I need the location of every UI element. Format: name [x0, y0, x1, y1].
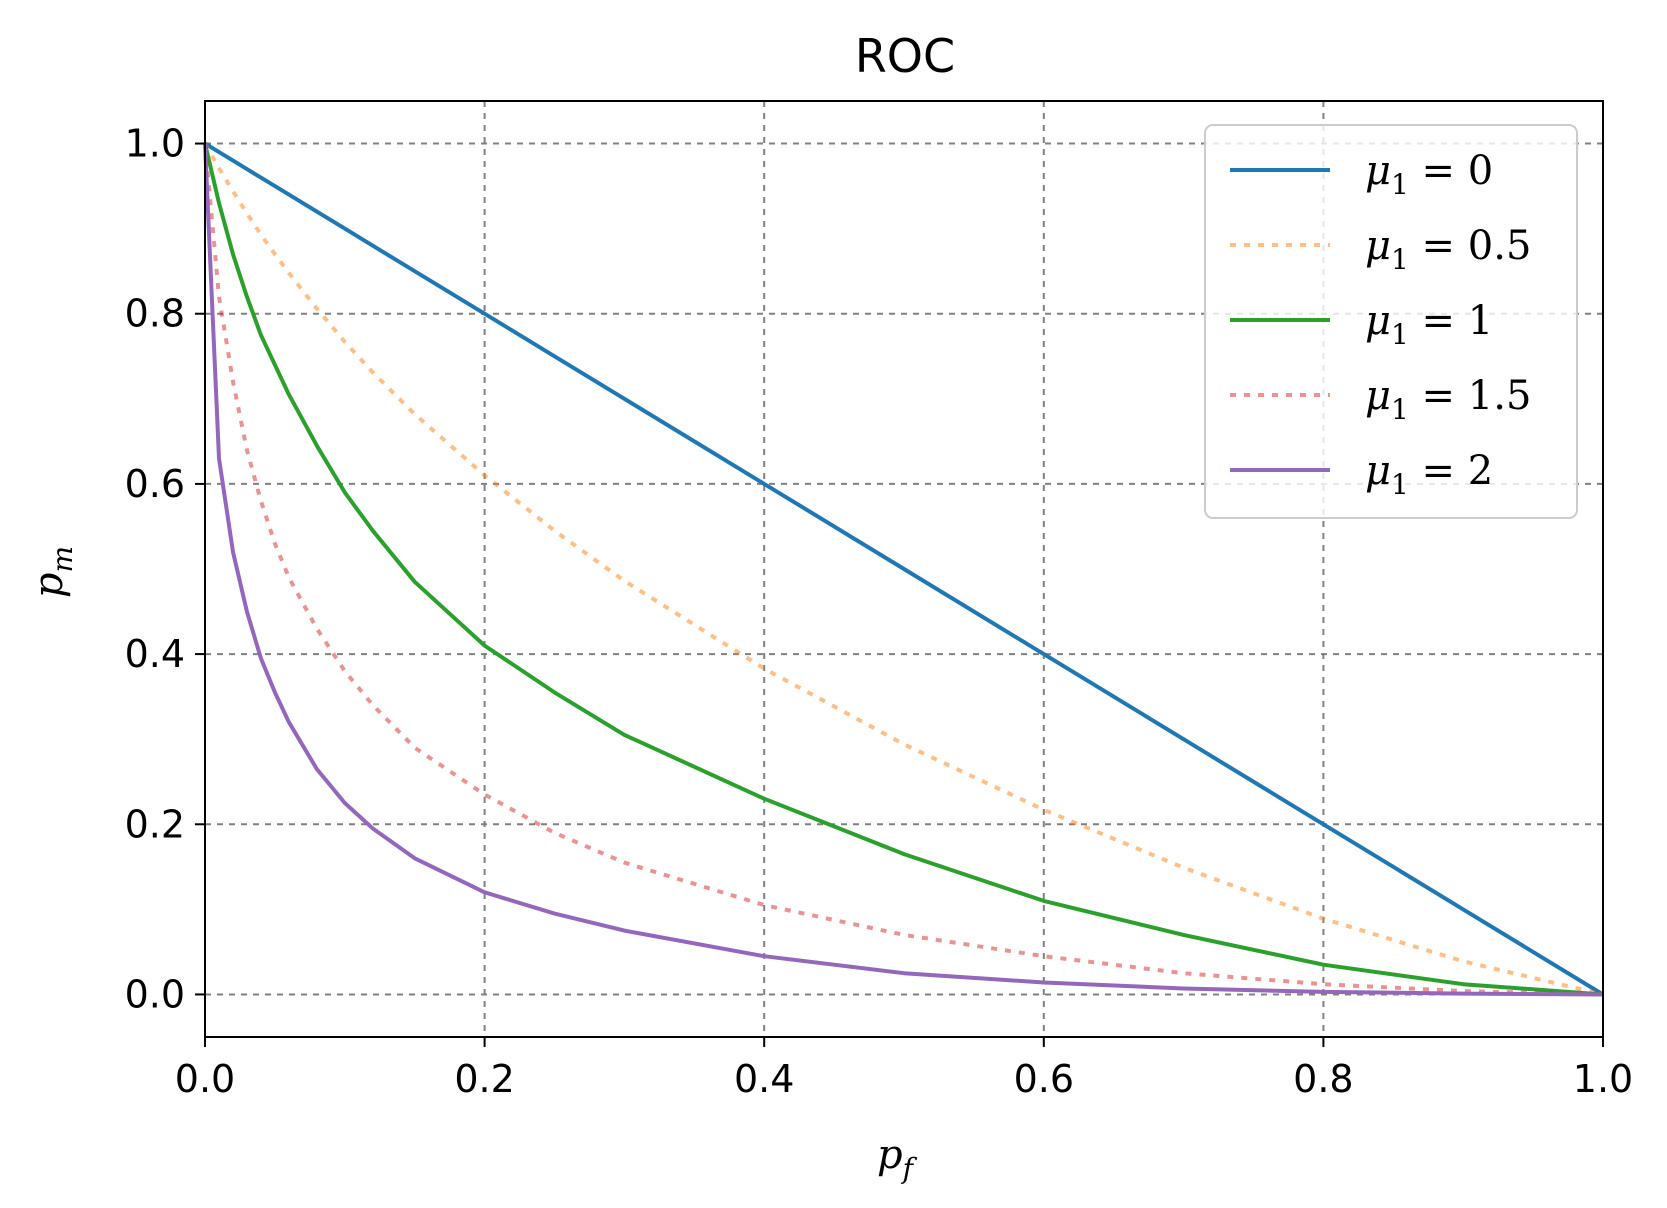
y-tick-label: 0.2: [125, 802, 185, 846]
plot-frame: [204, 100, 1604, 1038]
legend: μ1 = 0 μ1 = 0.5 μ1 = 1 μ1 = 1.5 μ1 = 2: [1204, 124, 1578, 519]
x-tick-label: 0.2: [454, 1057, 514, 1101]
y-tick-label: 0.6: [125, 462, 185, 506]
y-tick-label: 0.4: [125, 632, 185, 676]
y-tick-label: 0.0: [125, 972, 185, 1016]
y-axis-ticks: 0.0 0.2 0.4 0.6 0.8 1.0: [125, 122, 205, 1016]
legend-label-2: μ1 = 1: [1365, 298, 1493, 351]
x-axis-label-sub: f: [901, 1152, 918, 1185]
legend-box: [1204, 124, 1578, 519]
legend-label-3: μ1 = 1.5: [1365, 373, 1531, 426]
y-axis-label-sub: m: [46, 546, 79, 573]
chart-title: ROC: [855, 29, 955, 83]
x-axis-label: pf: [877, 1132, 918, 1185]
y-axis-label: pm: [26, 546, 79, 598]
y-axis-label-base: p: [26, 572, 72, 598]
series-line-1: [203, 142, 1604, 997]
legend-label-4: μ1 = 2: [1365, 448, 1493, 501]
x-tick-label: 0.0: [175, 1057, 235, 1101]
x-axis-ticks: 0.0 0.2 0.4 0.6 0.8 1.0: [175, 1037, 1633, 1101]
y-tick-label: 0.8: [125, 292, 185, 336]
series-line-4: [203, 143, 1604, 997]
legend-label-0: μ1 = 0: [1365, 148, 1493, 201]
legend-label-1: μ1 = 0.5: [1365, 223, 1531, 276]
x-tick-label: 0.6: [1014, 1057, 1074, 1101]
y-tick-label: 1.0: [125, 122, 185, 166]
x-tick-label: 0.4: [734, 1057, 794, 1101]
series-line-3: [203, 143, 1604, 997]
series-line-2: [203, 143, 1604, 997]
x-tick-label: 0.8: [1293, 1057, 1353, 1101]
series-group: [203, 141, 1605, 997]
x-axis-label-base: p: [877, 1132, 903, 1178]
x-tick-label: 1.0: [1573, 1057, 1633, 1101]
series-line-0: [203, 141, 1605, 997]
